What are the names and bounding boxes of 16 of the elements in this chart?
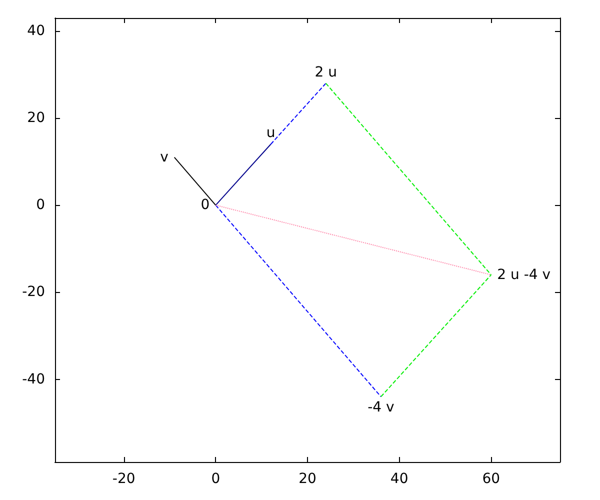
y-tick-label: 0 <box>36 197 45 214</box>
x-tick-label: 0 <box>211 471 220 487</box>
x-tick-label: 20 <box>298 471 316 487</box>
annotation: -4 v <box>368 400 394 416</box>
annotation: 2 u -4 v <box>497 266 551 283</box>
x-tick-label: 60 <box>482 471 500 487</box>
annotation: 0 <box>200 197 210 214</box>
x-tick-label: 40 <box>390 471 408 487</box>
annotation: 2 u <box>314 64 337 80</box>
y-tick-label: -20 <box>22 284 45 300</box>
x-tick-label: -20 <box>112 471 136 487</box>
annotation: v <box>160 149 168 166</box>
y-tick-label: 20 <box>27 110 45 126</box>
annotation: u <box>266 125 276 142</box>
y-tick-label: -40 <box>22 371 45 388</box>
y-tick-label: 40 <box>27 23 45 40</box>
